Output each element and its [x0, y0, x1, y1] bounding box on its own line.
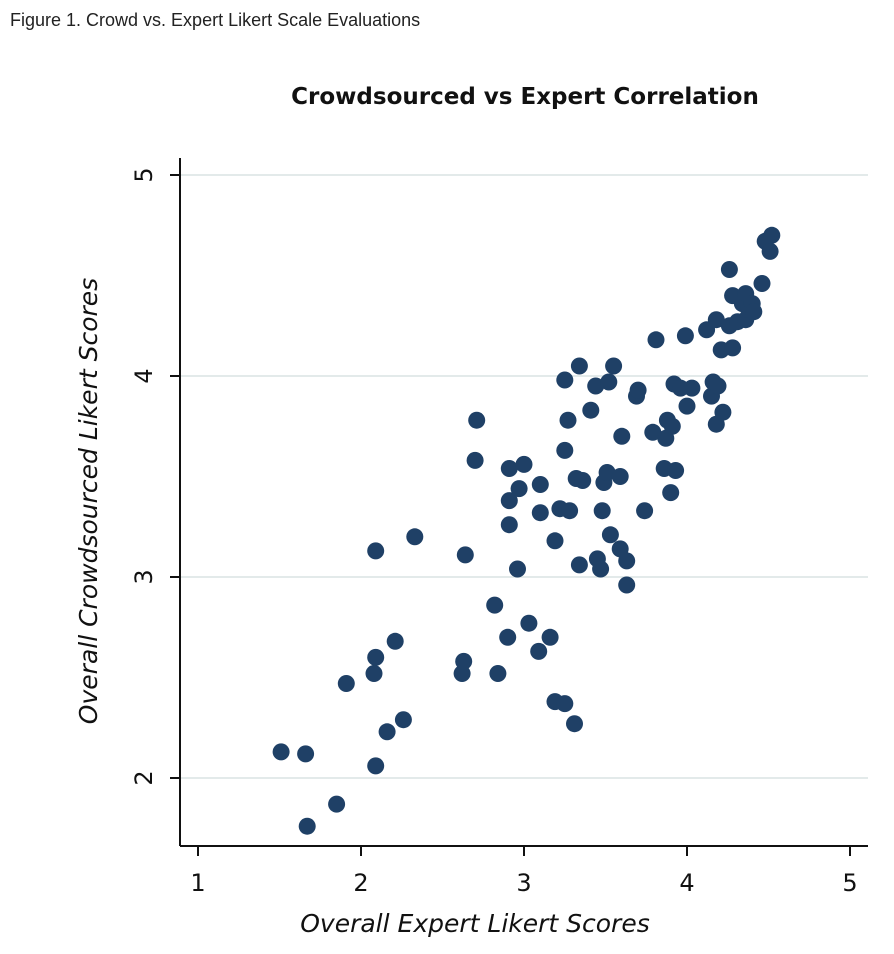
x-tick-label-3: 3 — [516, 869, 531, 897]
grid-lines — [180, 174, 868, 779]
data-point — [378, 723, 396, 741]
data-point — [636, 502, 654, 520]
data-point — [530, 642, 548, 660]
data-point — [486, 596, 504, 614]
data-point — [500, 460, 518, 477]
data-point — [546, 532, 564, 550]
data-point — [683, 379, 701, 397]
data-point — [667, 462, 685, 479]
x-tick-label-5: 5 — [842, 869, 857, 897]
data-point — [644, 423, 662, 441]
x-axis-title: Overall Expert Likert Scores — [300, 909, 650, 938]
data-point — [500, 516, 518, 534]
data-point — [570, 556, 588, 574]
data-point — [720, 261, 738, 278]
data-point — [745, 303, 763, 321]
data-point — [647, 331, 665, 349]
y-tick-label-2: 2 — [130, 770, 158, 785]
data-points — [272, 226, 781, 835]
data-point — [510, 480, 528, 498]
data-point — [499, 628, 517, 646]
data-point — [600, 373, 618, 391]
data-point — [367, 542, 385, 560]
data-point — [394, 711, 412, 729]
data-point — [556, 695, 574, 713]
data-point — [337, 675, 355, 692]
axes: 1 2 3 4 5 2 3 4 5 — [130, 158, 868, 897]
chart-title: Crowdsourced vs Expert Correlation — [291, 84, 759, 110]
data-point — [297, 745, 315, 763]
data-point — [367, 648, 385, 666]
data-point — [598, 464, 616, 481]
data-point — [559, 411, 577, 429]
data-point — [605, 357, 623, 375]
data-point — [662, 484, 680, 502]
data-point — [520, 614, 538, 632]
y-axis-title: Overall Crowdsourced Likert Scores — [74, 278, 103, 724]
y-tick-label-3: 3 — [130, 569, 158, 584]
figure-caption: Figure 1. Crowd vs. Expert Likert Scale … — [10, 10, 421, 30]
data-point — [613, 427, 631, 445]
data-point — [500, 492, 518, 510]
data-point — [761, 242, 779, 260]
data-point — [678, 397, 696, 415]
data-point — [561, 502, 579, 520]
data-point — [601, 526, 619, 544]
x-tick-label-4: 4 — [679, 869, 694, 897]
data-point — [753, 275, 771, 292]
data-point — [386, 632, 404, 650]
data-point — [531, 476, 549, 493]
data-point — [531, 504, 549, 522]
data-point — [515, 455, 533, 473]
data-point — [365, 665, 383, 682]
data-point — [629, 381, 647, 399]
data-point — [556, 441, 574, 459]
data-point — [618, 576, 636, 594]
data-point — [466, 451, 484, 469]
data-point — [509, 560, 526, 578]
y-tick-label-5: 5 — [130, 167, 158, 182]
data-point — [582, 401, 600, 419]
data-point — [676, 327, 694, 345]
data-point — [570, 357, 588, 375]
data-point — [593, 502, 611, 520]
x-tick-label-2: 2 — [353, 869, 368, 897]
y-tick-label-4: 4 — [130, 368, 158, 383]
data-point — [592, 560, 610, 578]
data-point — [272, 743, 290, 761]
data-point — [456, 546, 474, 564]
data-point — [556, 371, 574, 389]
data-point — [298, 817, 316, 835]
data-point — [763, 226, 781, 244]
data-point — [611, 468, 629, 485]
data-point — [455, 652, 473, 670]
data-point — [367, 757, 385, 775]
data-point — [468, 411, 486, 429]
data-point — [587, 377, 605, 395]
data-point — [714, 403, 732, 421]
x-tick-label-1: 1 — [190, 869, 205, 897]
data-point — [328, 795, 346, 813]
data-point — [709, 377, 727, 395]
data-point — [406, 528, 424, 546]
data-point — [541, 628, 559, 646]
data-point — [489, 665, 507, 682]
data-point — [574, 472, 592, 489]
data-point — [707, 311, 725, 329]
data-point — [566, 715, 583, 733]
data-point — [618, 552, 636, 570]
data-point — [724, 339, 742, 357]
data-point — [663, 417, 681, 435]
